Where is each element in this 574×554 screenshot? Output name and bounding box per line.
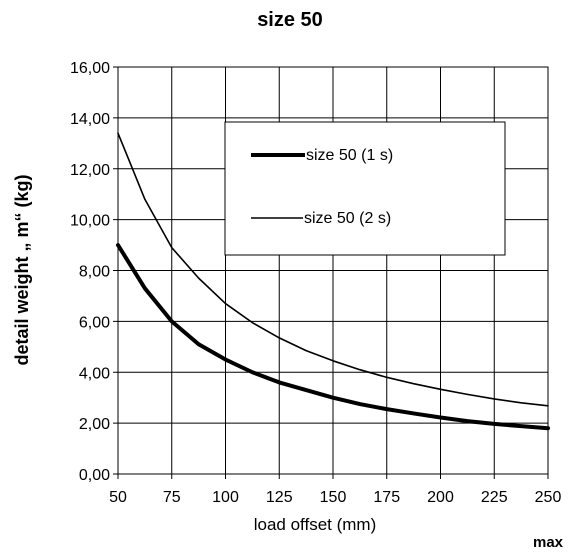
x-tick-label: 225 (481, 489, 508, 506)
series-group (116, 132, 550, 431)
legend-label-1: size 50 (1 s) (306, 147, 393, 164)
y-tick-label: 12,00 (70, 162, 110, 179)
y-tick-label: 4,00 (79, 365, 110, 382)
y-tick-label: 0,00 (79, 467, 110, 484)
y-tick-label: 2,00 (79, 416, 110, 433)
legend-label-2: size 50 (2 s) (304, 210, 391, 227)
x-tick-label: 50 (109, 489, 127, 506)
max-note: max (533, 534, 564, 551)
plot-frame (117, 66, 549, 475)
x-tick-label: 150 (320, 489, 347, 506)
y-tick-label: 8,00 (79, 264, 110, 281)
y-tick-label: 16,00 (70, 60, 110, 77)
y-tick-label: 14,00 (70, 111, 110, 128)
y-axis-label: detail weight „ m“ (kg) (12, 174, 32, 365)
x-tick-label: 175 (373, 489, 400, 506)
legend: size 50 (1 s) size 50 (2 s) (224, 121, 506, 256)
x-tick-label: 125 (266, 489, 293, 506)
x-tick-label: 200 (427, 489, 454, 506)
series-line-1 (116, 243, 550, 431)
y-tick-label: 6,00 (79, 314, 110, 331)
x-tick-label: 250 (535, 489, 562, 506)
chart-title: size 50 (257, 9, 323, 31)
x-tick-label: 75 (163, 489, 181, 506)
x-tick-label: 100 (212, 489, 239, 506)
x-axis-label: load offset (mm) (254, 515, 377, 534)
legend-box (224, 121, 506, 256)
tick-labels: 0,00 2,00 4,00 6,00 8,00 10,00 12,00 14,00 16,00… (70, 60, 561, 506)
series-line-2 (117, 132, 549, 407)
y-tick-label: 10,00 (70, 213, 110, 230)
